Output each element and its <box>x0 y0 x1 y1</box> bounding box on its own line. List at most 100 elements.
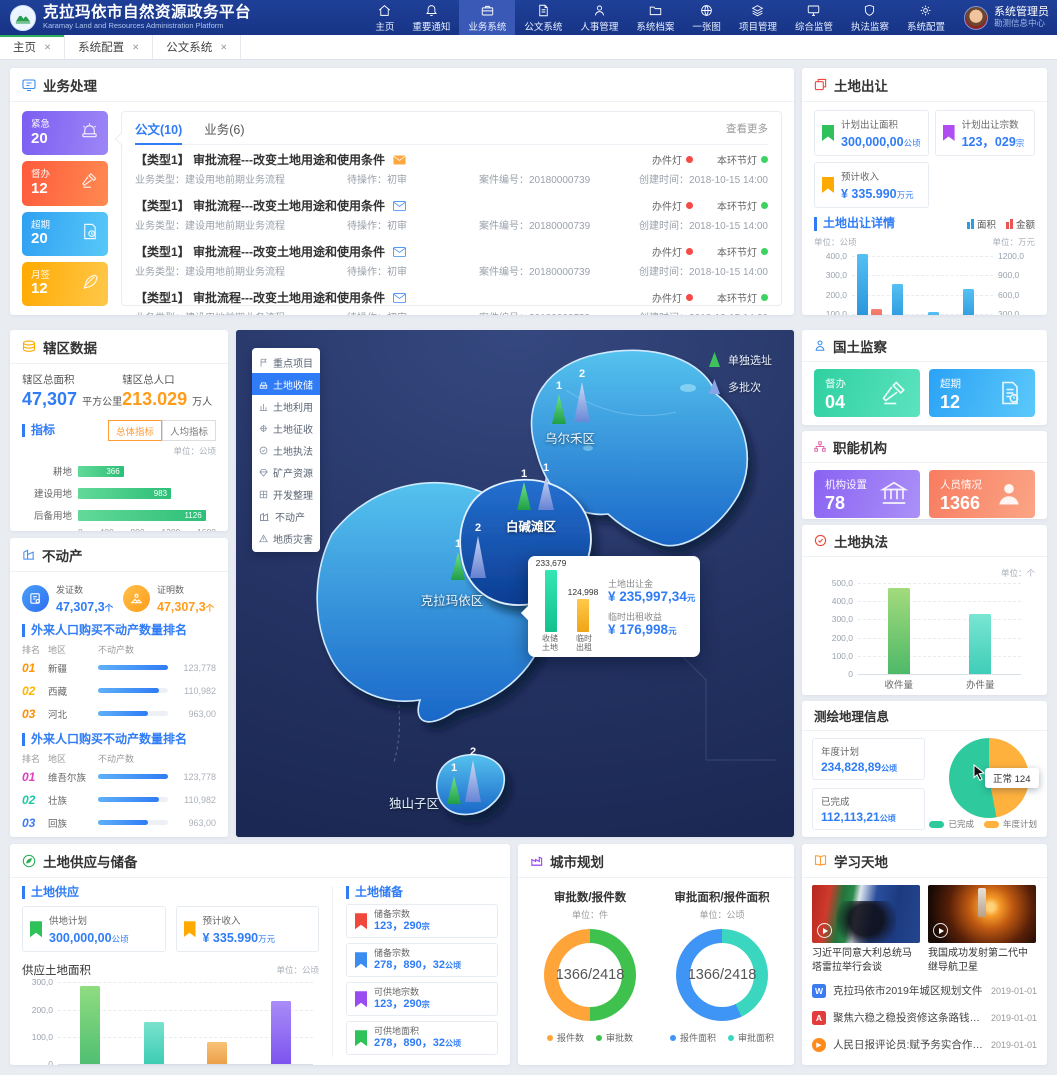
marker-single[interactable]: 1 <box>447 762 461 804</box>
toggle-per-capita[interactable]: 人均指标 <box>161 420 216 441</box>
video-caption: 我国成功发射第二代中继导航卫星 <box>928 948 1028 973</box>
panel-district-head: 辖区数据 <box>10 330 228 364</box>
use-icon <box>259 403 268 411</box>
page-tab-0[interactable]: 主页 ✕ <box>0 35 66 59</box>
badge-urgent[interactable]: 紧急 20 <box>22 111 108 156</box>
news-item[interactable]: ▶ 人民日报评论员:赋予务实合作新的... 2019-01-01 <box>812 1031 1037 1058</box>
map-menu-label: 地质灾害 <box>273 534 313 546</box>
map-menu-disaster[interactable]: 地质灾害 <box>252 527 320 549</box>
pdf-file-icon: A <box>812 1010 826 1025</box>
land-sale-body: 计划出让面积 300,000,00公顷 计划出让宗数 123，029宗 预计收入… <box>802 102 1047 315</box>
badge-count: 12 <box>31 179 48 197</box>
news-item[interactable]: A 聚焦六稳之稳投资修这条路钱花得值 2019-01-01 <box>812 1004 1037 1031</box>
news-date: 2019-01-01 <box>990 1012 1037 1023</box>
nav-item-home[interactable]: 主页 <box>366 0 403 35</box>
rank-bar-fill <box>98 774 168 780</box>
axis-units: 单位：公顷 单位：万元 <box>814 236 1035 248</box>
map-menu-expropriation[interactable]: 土地征收 <box>252 417 320 439</box>
card-institutions[interactable]: 机构设置 78 <box>814 470 920 518</box>
card-overdue[interactable]: 超期 12 <box>929 369 1035 417</box>
page-tab-2[interactable]: 公文系统 ✕ <box>153 35 242 59</box>
play-icon[interactable] <box>933 923 948 938</box>
business-list-item[interactable]: 【类型1】 审批流程---改变土地用途和使用条件 办件灯 本环节灯业务类型：建设用地… <box>135 145 768 191</box>
panel-title: 不动产 <box>42 548 83 564</box>
y-tick: 100,0 <box>825 308 847 315</box>
marker-multi[interactable]: 2 <box>574 368 590 422</box>
card-supervise[interactable]: 督办 04 <box>814 369 920 417</box>
certificate-icon <box>22 584 49 612</box>
badge-monthly[interactable]: 月签 12 <box>22 261 108 306</box>
chart-title: 供应土地面积 <box>22 965 91 978</box>
video-thumbnail[interactable] <box>928 885 1036 943</box>
map-menu-law[interactable]: 土地执法 <box>252 439 320 461</box>
tab-yewu[interactable]: 业务(6) <box>204 122 245 137</box>
map-menu-mineral[interactable]: 矿产资源 <box>252 461 320 483</box>
rank-bar-fill <box>98 820 149 826</box>
avatar[interactable] <box>964 5 988 30</box>
tab-gongwen[interactable]: 公文(10) <box>135 112 183 145</box>
rank-row[interactable]: 01 新疆 123,778 <box>22 656 216 679</box>
donut-chart: 1366/2418 <box>676 929 768 1021</box>
mouse-cursor-icon <box>973 764 986 781</box>
marker-multi[interactable]: 2 <box>470 522 486 578</box>
video-card[interactable]: 我国成功发射第二代中继导航卫星 <box>928 885 1036 974</box>
region-wuerhe[interactable] <box>530 349 748 547</box>
coins-icon <box>22 340 36 353</box>
marker-single[interactable]: 1 <box>517 468 531 510</box>
step-light-label: 本环节灯 <box>717 202 757 213</box>
map-menu-storage[interactable]: 土地收储 <box>252 373 320 395</box>
nav-item-monitor[interactable]: 综合监管 <box>786 0 842 35</box>
bookmark-icon <box>355 913 367 930</box>
user-info[interactable]: 系统管理员 勘测信息中心 <box>964 5 1049 30</box>
map-menu-use[interactable]: 土地利用 <box>252 395 320 417</box>
map-menu-estate[interactable]: 不动产 <box>252 505 320 527</box>
marker-multi[interactable]: 2 <box>465 746 481 802</box>
nav-item-hr[interactable]: 人事管理 <box>571 0 627 35</box>
stat-completed: 已完成 112,113,21公顷 <box>812 788 925 830</box>
play-icon[interactable] <box>817 923 832 938</box>
marker-single[interactable]: 1 <box>451 538 465 580</box>
stat-unit: 公顷 <box>879 814 896 823</box>
legend-label: 报件面积 <box>679 1033 716 1043</box>
axis-tick: 1600 <box>197 527 216 531</box>
nav-item-archive[interactable]: 系统档案 <box>627 0 683 35</box>
nav-item-docs[interactable]: 公文系统 <box>515 0 571 35</box>
nav-item-project[interactable]: 项目管理 <box>730 0 786 35</box>
rank-row[interactable]: 03 河北 963,00 <box>22 702 216 725</box>
gridline <box>852 275 993 277</box>
toggle-overall[interactable]: 总体指标 <box>107 420 162 441</box>
popup-values: 土地出让金 ¥ 235,997,34元 临时出租收益 ¥ 176,998元 <box>608 566 695 649</box>
badge-overdue[interactable]: 超期 20 <box>22 211 108 256</box>
video-card[interactable]: 习近平同意大利总统马塔雷拉举行会谈 <box>812 885 920 974</box>
business-list-item[interactable]: 【类型1】 审批流程---改变土地用途和使用条件 办件灯 本环节灯业务类型：建设用地… <box>135 191 768 237</box>
news-item[interactable]: X四川读者来信:有基层单位换衣服拍...2019-01-01 <box>812 1058 1037 1065</box>
badge-supervise[interactable]: 督办 12 <box>22 161 108 206</box>
stat-value: ¥ 335.990 <box>841 187 897 201</box>
close-icon[interactable]: ✕ <box>44 41 52 52</box>
marker-multi[interactable]: 1 <box>538 462 554 510</box>
map-menu-develop[interactable]: 开发整理 <box>252 483 320 505</box>
nav-item-notice[interactable]: 重要通知 <box>403 0 459 35</box>
rank-row[interactable]: 01 维吾尔族 123,778 <box>22 765 216 788</box>
enforce-icon <box>865 4 875 16</box>
card-personnel[interactable]: 人员情况 1366 <box>929 470 1035 518</box>
video-thumbnail[interactable] <box>812 885 920 943</box>
rank-row[interactable]: 02 壮族 110,982 <box>22 788 216 811</box>
rank-row[interactable]: 02 西藏 110,982 <box>22 679 216 702</box>
map-menu-flag[interactable]: 重点项目 <box>252 351 320 373</box>
nav-item-business[interactable]: 业务系统 <box>459 0 516 35</box>
close-icon[interactable]: ✕ <box>132 41 140 52</box>
nav-item-settings[interactable]: 系统配置 <box>898 0 954 35</box>
rank-row[interactable]: 03 回族 963,00 <box>22 811 216 834</box>
business-list-item[interactable]: 【类型1】 审批流程---改变土地用途和使用条件 办件灯 本环节灯业务类型：建设用地… <box>135 237 768 283</box>
nav-item-enforce[interactable]: 执法监察 <box>842 0 898 35</box>
nav-item-onemap[interactable]: 一张图 <box>683 0 730 35</box>
marker-single[interactable]: 1 <box>552 380 566 424</box>
district-body: 辖区总面积 47,307 平方公里 辖区总人口 213.029 万人 指标 总体… <box>10 364 228 531</box>
page-tab-1[interactable]: 系统配置 ✕ <box>65 35 154 59</box>
business-list-item[interactable]: 【类型1】 审批流程---改变土地用途和使用条件 办件灯 本环节灯业务类型：建设用地… <box>135 283 768 315</box>
nav-label: 系统配置 <box>906 21 945 33</box>
view-more-link[interactable]: 查看更多 <box>726 122 768 135</box>
news-item[interactable]: W 克拉玛依市2019年城区规划文件 2019-01-01 <box>812 977 1037 1004</box>
close-icon[interactable]: ✕ <box>220 41 228 52</box>
